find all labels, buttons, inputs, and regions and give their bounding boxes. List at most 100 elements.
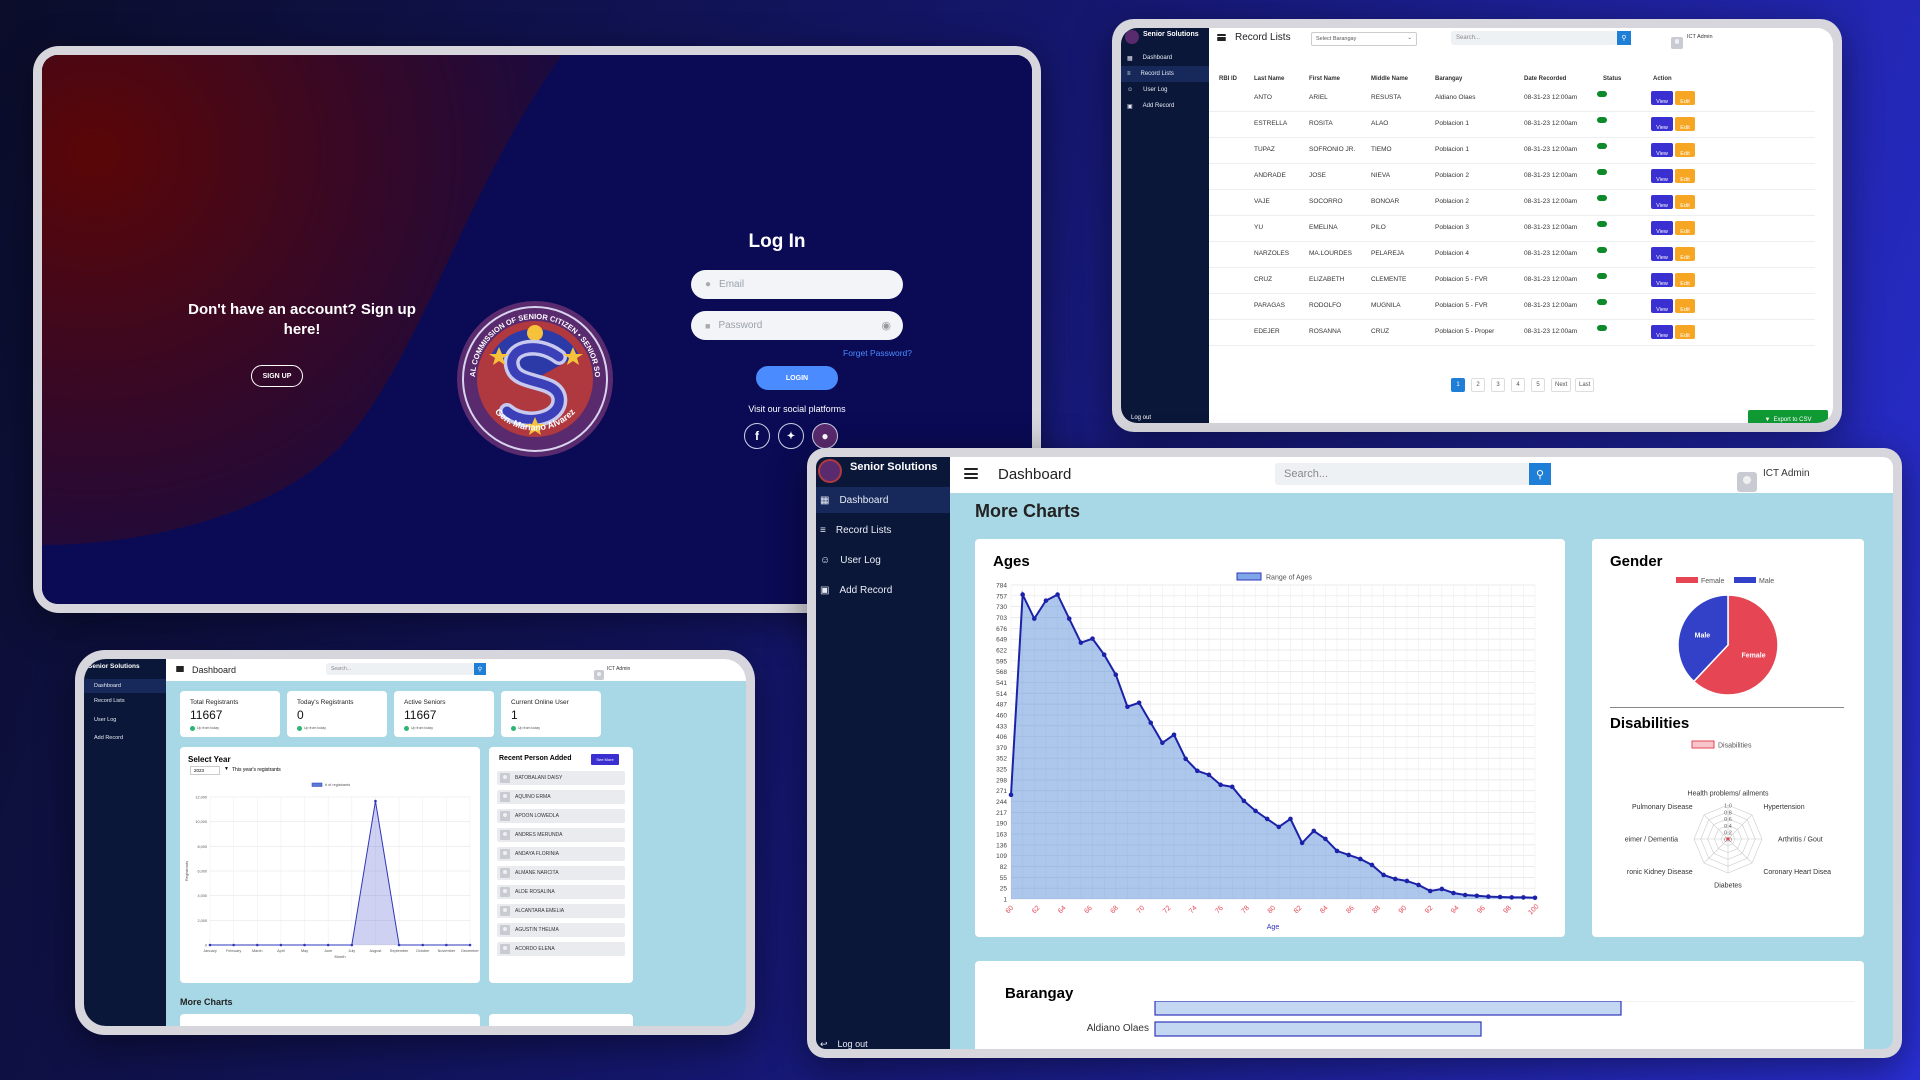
edit-button[interactable]: Edit (1675, 273, 1695, 287)
avatar[interactable] (1671, 37, 1683, 49)
barangay-select[interactable]: Select Barangay ⌄ (1311, 32, 1417, 46)
twitter-icon[interactable]: ✦ (778, 423, 804, 449)
export-csv-button[interactable]: ▼ Export to CSV (1748, 410, 1828, 423)
edit-button[interactable]: Edit (1675, 247, 1695, 261)
list-item[interactable]: AGUSTIN THELMA (497, 923, 625, 937)
menu-icon[interactable] (176, 666, 184, 672)
view-button[interactable]: View (1651, 273, 1673, 287)
sidebar-item-user-log[interactable]: User Log (84, 713, 166, 727)
data-point (1486, 894, 1491, 899)
page-button[interactable]: 1 (1451, 378, 1465, 392)
password-field[interactable]: ■ Password ◉ (691, 311, 903, 340)
menu-icon[interactable] (1217, 34, 1226, 41)
view-button[interactable]: View (1651, 143, 1673, 157)
sidebar-item-record-lists[interactable]: ≡ Record Lists (1121, 66, 1209, 82)
search-input[interactable]: Search... (1275, 463, 1529, 485)
search-placeholder: Search... (1284, 468, 1329, 480)
status-badge: Active (1597, 325, 1620, 339)
data-point (1043, 598, 1049, 603)
search-button[interactable]: ⚲ (1529, 463, 1551, 485)
sidebar-item-user-log[interactable]: ☺ User Log (816, 547, 950, 573)
stat-card: Active Seniors 11667 Up from today (394, 691, 494, 737)
radar-tick-label: 0.4 (1724, 824, 1732, 830)
sidebar-item-add-record[interactable]: Add Record (84, 731, 166, 745)
view-button[interactable]: View (1651, 117, 1673, 131)
sidebar-item-user-log[interactable]: ☺ User Log (1121, 82, 1209, 98)
radar-category-label: Coronary Heart Disea (1763, 869, 1831, 876)
view-button[interactable]: View (1651, 195, 1673, 209)
data-point (1264, 816, 1270, 822)
status-label: Active (1602, 177, 1621, 183)
list-item[interactable]: ANDAYA FLORINIA (497, 847, 625, 861)
see-more-button[interactable]: See More (591, 754, 619, 765)
year-title: Select Year (188, 755, 231, 764)
logout-link[interactable]: Log out (1131, 415, 1152, 421)
login-button[interactable]: LOGIN (756, 366, 838, 390)
year-select[interactable]: 2023 (190, 766, 220, 775)
edit-button[interactable]: Edit (1675, 117, 1695, 131)
forgot-password-link[interactable]: Forget Password? (843, 348, 912, 358)
sidebar-item-dashboard[interactable]: ▦ Dashboard (1121, 50, 1209, 66)
edit-button[interactable]: Edit (1675, 195, 1695, 209)
view-button[interactable]: View (1651, 325, 1673, 339)
page-button[interactable]: Last (1575, 378, 1595, 392)
sidebar-item-dashboard[interactable]: Dashboard (84, 679, 166, 693)
email-field[interactable]: ● Email (691, 270, 903, 299)
edit-button[interactable]: Edit (1675, 325, 1695, 339)
menu-icon[interactable] (964, 468, 978, 479)
year-value: 2023 (194, 768, 205, 773)
page-button[interactable]: Next (1551, 378, 1572, 392)
view-button[interactable]: View (1651, 247, 1673, 261)
list-item[interactable]: ACORDO ELENA (497, 942, 625, 956)
search-input[interactable]: Search... (1451, 31, 1617, 45)
page-button[interactable]: 2 (1471, 378, 1485, 392)
list-item[interactable]: BATOBALANI DAISY (497, 771, 625, 785)
add-icon: ▣ (820, 584, 830, 596)
view-button[interactable]: View (1651, 91, 1673, 105)
y-tick-label: 1 (1003, 897, 1007, 904)
edit-button[interactable]: Edit (1675, 221, 1695, 235)
small-topbar: Dashboard Search... ⚲ ICT Admin (166, 659, 746, 681)
y-tick-label: 136 (996, 842, 1007, 849)
page-button[interactable]: 3 (1491, 378, 1505, 392)
sidebar-item-add-record[interactable]: ▣ Add Record (1121, 98, 1209, 114)
view-button[interactable]: View (1651, 169, 1673, 183)
edit-button[interactable]: Edit (1675, 91, 1695, 105)
chevron-down-icon[interactable]: ▼ (224, 766, 229, 772)
list-item[interactable]: ANDRES MERUNDA (497, 828, 625, 842)
sidebar-item-dashboard[interactable]: ▦ Dashboard (816, 487, 950, 513)
logout-link[interactable]: ↩ Log out (816, 1037, 950, 1050)
sidebar-item-record-lists[interactable]: Record Lists (84, 694, 166, 708)
list-item[interactable]: ALCANTARA EMELIA (497, 904, 625, 918)
view-button[interactable]: View (1651, 299, 1673, 313)
ages-title: Ages (993, 553, 1030, 570)
avatar[interactable] (1737, 472, 1757, 492)
sidebar-item-record-lists[interactable]: ≡ Record Lists (816, 517, 950, 543)
search-button[interactable]: ⚲ (1617, 31, 1631, 45)
series-line (210, 801, 470, 946)
sidebar-item-add-record[interactable]: ▣ Add Record (816, 577, 950, 603)
avatar[interactable] (594, 670, 604, 680)
edit-button[interactable]: Edit (1675, 169, 1695, 183)
chevron-down-icon: ⌄ (1407, 35, 1412, 41)
data-point (1358, 856, 1363, 862)
list-item[interactable]: ALMANE NARCITA (497, 866, 625, 880)
list-item[interactable]: AQUINO ERMA (497, 790, 625, 804)
facebook-icon[interactable]: f (744, 423, 770, 449)
grid-icon: ▦ (820, 494, 830, 506)
page-button[interactable]: 5 (1531, 378, 1545, 392)
list-item[interactable]: ALDE ROSALINA (497, 885, 625, 899)
page-label: 4 (1516, 382, 1520, 388)
edit-button[interactable]: Edit (1675, 299, 1695, 313)
signup-button[interactable]: SIGN UP (251, 365, 303, 387)
y-tick-label: 244 (996, 799, 1007, 806)
view-button[interactable]: View (1651, 221, 1673, 235)
search-input[interactable]: Search... (326, 663, 474, 675)
page-button[interactable]: 4 (1511, 378, 1525, 392)
instagram-icon[interactable]: ● (812, 423, 838, 449)
cell-last-name: ANDRADE (1254, 172, 1286, 179)
edit-button[interactable]: Edit (1675, 143, 1695, 157)
eye-icon[interactable]: ◉ (881, 320, 891, 332)
list-item[interactable]: APOON LOWEDLA (497, 809, 625, 823)
search-button[interactable]: ⚲ (474, 663, 486, 675)
